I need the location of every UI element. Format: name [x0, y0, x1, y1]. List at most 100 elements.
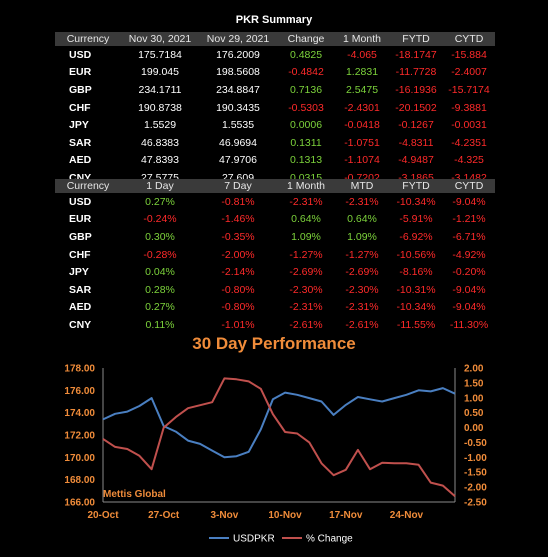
rates-cell-a: 47.8393	[141, 154, 179, 167]
rates-header-6: CYTD	[443, 32, 495, 46]
performance-header-3: 1 Month	[277, 179, 335, 193]
rates-header-4: 1 Month	[335, 32, 389, 46]
performance-cell-d7: -0.35%	[221, 230, 255, 243]
performance-cell-currency: USD	[69, 195, 92, 208]
performance-row: SAR 0.28% -0.80% -2.30% -2.30% -10.31% -9.04%	[55, 281, 495, 299]
performance-cell-fytd: -11.55%	[396, 318, 436, 331]
performance-header-1: 1 Day	[121, 179, 199, 193]
performance-cell-currency: AED	[69, 301, 92, 314]
rates-header-2: Nov 29, 2021	[199, 32, 277, 46]
performance-cell-d1: 0.04%	[145, 266, 175, 279]
rates-row: USD 175.7184 176.2009 0.4825 -4.065 -18.1747 -…	[55, 46, 495, 64]
y-left-tick-label: 170.00	[64, 453, 95, 464]
legend-label-usdpkr: USDPKR	[233, 534, 275, 545]
rates-header-0: Currency	[55, 32, 121, 46]
rates-cell-m1: 1.2831	[345, 66, 379, 79]
rates-cell-m1: -1.0751	[344, 136, 380, 149]
rates-cell-cytd: -4.2351	[451, 136, 487, 149]
series-line-usdpkr	[102, 387, 456, 459]
rates-cell-change: 0.1311	[290, 136, 322, 149]
rates-cell-currency: SAR	[69, 136, 92, 149]
rates-cell-cytd: -4.325	[454, 154, 484, 167]
performance-cell-d7: -1.01%	[221, 318, 255, 331]
performance-cell-m1: -2.61%	[289, 318, 323, 331]
performance-cell-d1: 0.11%	[145, 318, 175, 331]
y-right-tick-label: -2.50	[464, 498, 487, 509]
performance-cell-cytd: -11.30%	[449, 318, 489, 331]
y-right-tick-label: 2.00	[464, 364, 484, 375]
series-line-pct-change	[102, 377, 456, 498]
rates-row: EUR 199.045 198.5608 -0.4842 1.2831 -11.7728 -…	[55, 64, 495, 82]
performance-cell-fytd: -5.91%	[399, 213, 433, 226]
performance-row: CNY 0.11% -1.01% -2.61% -2.61% -11.55% -11.30%	[55, 316, 495, 334]
rates-cell-currency: AED	[69, 154, 92, 167]
performance-cell-currency: EUR	[69, 213, 92, 226]
chart-legend: USDPKR % Change	[209, 534, 353, 545]
rates-cell-change: -0.5303	[288, 101, 324, 114]
performance-cell-mtd: 1.09%	[347, 230, 377, 243]
performance-cell-cytd: -9.04%	[452, 195, 486, 208]
performance-cell-mtd: -2.31%	[345, 301, 379, 314]
performance-cell-fytd: -10.34%	[396, 195, 436, 208]
performance-cell-d7: -0.80%	[221, 283, 255, 296]
performance-cell-currency: GBP	[69, 230, 92, 243]
y-right-tick-label: -0.50	[464, 438, 487, 449]
performance-chart: 166.00 168.00 170.00 172.00 174.00 176.00 178.…	[64, 364, 487, 545]
rates-cell-a: 1.5529	[143, 119, 177, 132]
performance-header-6: CYTD	[443, 179, 495, 193]
performance-cell-m1: -2.31%	[289, 301, 323, 314]
rates-row: GBP 234.1711 234.8847 0.7136 2.5475 -16.1936-…	[55, 81, 495, 99]
rates-header-1: Nov 30, 2021	[121, 32, 199, 46]
performance-cell-currency: CHF	[69, 248, 91, 261]
rates-cell-b: 1.5535	[221, 119, 255, 132]
x-tick-label: 10-Nov	[268, 510, 302, 521]
y-right-tick-label: -1.00	[464, 453, 487, 464]
rates-header-row: Currency Nov 30, 2021 Nov 29, 2021 Change 1 …	[55, 32, 495, 46]
chart-title: 30 Day Performance	[192, 334, 356, 353]
rates-cell-cytd: -15.884	[451, 48, 487, 61]
y-right-tick-label: -2.00	[464, 483, 487, 494]
performance-table: Currency 1 Day 7 Day 1 Month MTD FYTD CYTD USD…	[55, 179, 495, 334]
performance-cell-fytd: -8.16%	[399, 266, 433, 279]
performance-cell-m1: 0.64%	[291, 213, 321, 226]
chart-lines	[102, 377, 456, 498]
rates-cell-b: 198.5608	[216, 66, 260, 79]
x-tick-label: 24-Nov	[390, 510, 424, 521]
performance-cell-m1: -2.30%	[289, 283, 323, 296]
y-left-tick-label: 178.00	[64, 364, 95, 375]
performance-cell-mtd: -1.27%	[345, 248, 379, 261]
performance-header-5: FYTD	[389, 179, 443, 193]
performance-cell-cytd: -9.04%	[452, 283, 486, 296]
rates-cell-m1: -0.0418	[344, 119, 380, 132]
performance-cell-m1: -2.31%	[289, 195, 323, 208]
performance-cell-d1: -0.28%	[143, 248, 177, 261]
rates-cell-m1: 2.5475	[345, 83, 379, 96]
performance-header-4: MTD	[335, 179, 389, 193]
performance-cell-currency: CNY	[69, 318, 92, 331]
performance-cell-cytd: -0.20%	[452, 266, 486, 279]
rates-cell-fytd: -0.1267	[398, 119, 434, 132]
rates-cell-change: 0.0006	[289, 119, 323, 132]
x-tick-label: 27-Oct	[148, 510, 180, 521]
rates-cell-currency: USD	[69, 48, 92, 61]
performance-cell-currency: SAR	[69, 283, 92, 296]
rates-cell-cytd: -9.3881	[451, 101, 487, 114]
rates-cell-cytd: -15.7174	[448, 83, 490, 96]
performance-row: AED 0.27% -0.80% -2.31% -2.31% -10.34% -9.04%	[55, 299, 495, 317]
rates-cell-cytd: -0.0031	[451, 119, 487, 132]
performance-header-row: Currency 1 Day 7 Day 1 Month MTD FYTD CYTD	[55, 179, 495, 193]
rates-cell-b: 47.9706	[219, 154, 257, 167]
rates-row: AED 47.8393 47.9706 0.1313 -1.1074 -4.9487 -4.…	[55, 152, 495, 170]
performance-cell-mtd: -2.69%	[345, 266, 379, 279]
rates-cell-change: 0.4825	[289, 48, 323, 61]
performance-cell-m1: -2.69%	[289, 266, 323, 279]
rates-cell-fytd: -4.8311	[398, 136, 434, 149]
performance-cell-d1: 0.30%	[145, 230, 175, 243]
rates-table: Currency Nov 30, 2021 Nov 29, 2021 Change 1 …	[55, 32, 495, 187]
y-right-tick-label: 0.00	[464, 423, 484, 434]
rates-body: USD 175.7184 176.2009 0.4825 -4.065 -18.1747 -…	[55, 46, 495, 187]
performance-header-2: 7 Day	[199, 179, 277, 193]
summary-title: PKR Summary	[235, 14, 313, 26]
performance-cell-cytd: -4.92%	[452, 248, 486, 261]
performance-cell-d1: 0.27%	[145, 301, 175, 314]
